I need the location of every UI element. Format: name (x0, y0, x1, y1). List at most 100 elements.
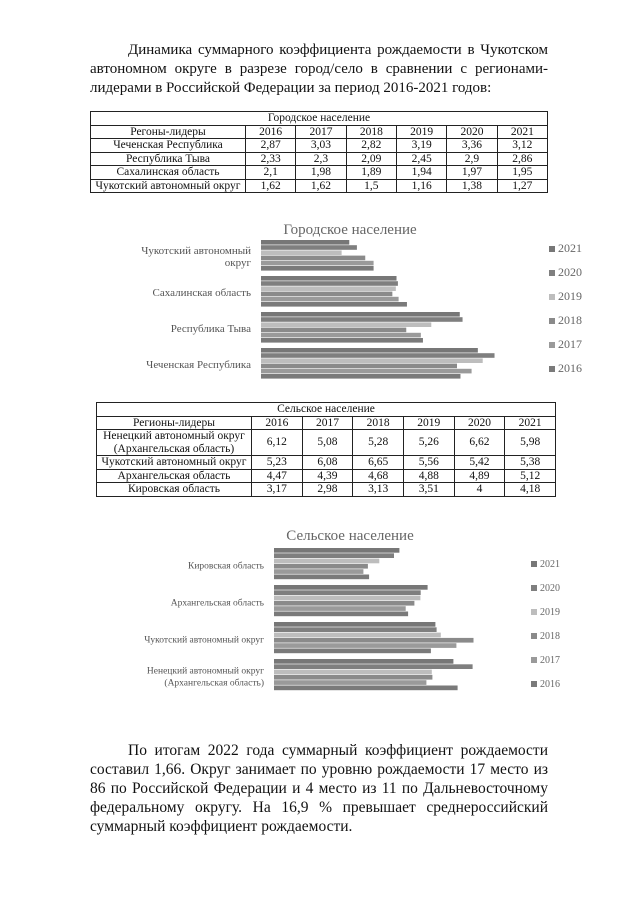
category-label: Чеченская Республика (146, 359, 251, 371)
legend-swatch (531, 561, 537, 567)
legend-swatch (531, 681, 537, 687)
table-cell: 5,26 (402, 429, 455, 456)
table-cell: 6,08 (301, 455, 354, 470)
legend-entry: 2020 (558, 265, 582, 279)
bar-2020 (261, 353, 495, 358)
table-cell: Сахалинская область (90, 165, 246, 180)
bar-2018 (274, 600, 415, 606)
bar-2016 (274, 574, 370, 580)
table-cell: 4 (453, 482, 506, 497)
table-row: Республика Тыва 2,33 2,3 2,09 2,45 2,9 2,86 (90, 151, 549, 166)
legend-swatch (549, 294, 555, 300)
category-label: округ (225, 257, 252, 269)
table-cell: 1,89 (345, 165, 397, 180)
intro-paragraph: Динамика суммарного коэффициента рождаем… (90, 42, 548, 96)
table-cell: 3,17 (251, 482, 303, 497)
category-label: Чукотский автономный округ (144, 635, 264, 646)
bar-2017 (274, 680, 427, 685)
bar-2020 (261, 245, 357, 250)
column-header: 2021 (496, 124, 549, 139)
table-cell: 4,18 (504, 482, 556, 497)
legend-swatch (531, 657, 537, 663)
table-cell: 6,62 (453, 429, 506, 456)
table-cell: Чукотский автономный округ (96, 455, 252, 470)
bar-2019 (274, 632, 441, 638)
table-row: Сахалинская область 2,1 1,98 1,89 1,94 1,97 1,… (90, 165, 549, 180)
legend-swatch (531, 585, 537, 591)
chart-title: Городское население (283, 222, 417, 238)
table-caption: Городское население (90, 111, 548, 126)
category-label: Чукотский автономный (141, 245, 251, 257)
legend-entry: 2020 (540, 583, 560, 594)
bar-2017 (274, 606, 406, 611)
table-row: Чукотский автономный округ 1,62 1,62 1,5 1,1… (90, 178, 549, 193)
table-cell: 4,68 (352, 468, 404, 483)
bar-2016 (274, 685, 458, 691)
legend-entry: 2019 (540, 607, 560, 618)
table-cell: 2,87 (244, 138, 297, 153)
bar-2021 (261, 312, 460, 317)
bar-2021 (274, 585, 428, 590)
bar-2020 (274, 627, 437, 632)
table-cell: 5,42 (453, 455, 506, 470)
table-cell: Чеченская Республика (90, 138, 246, 153)
table-cell: 1,98 (295, 165, 347, 180)
category-label: Кировская область (188, 561, 265, 572)
column-header: 2016 (251, 415, 303, 430)
bar-2016 (261, 302, 407, 307)
bar-2020 (274, 590, 421, 595)
bar-2019 (261, 250, 342, 255)
column-header: 2021 (504, 415, 556, 430)
table-cell: 2,3 (295, 151, 347, 166)
bar-2018 (274, 674, 433, 680)
category-label: Ненецкий автономный округ (147, 666, 264, 677)
table-cell: Чукотский автономный округ (90, 178, 246, 193)
legend-entry: 2021 (558, 241, 582, 255)
table-cell: 1,94 (395, 165, 448, 180)
table-cell: 5,08 (301, 429, 354, 456)
bar-2021 (261, 348, 478, 353)
table-cell: 6,12 (251, 429, 303, 456)
table-cell: 1,27 (496, 178, 549, 193)
chart-title: Сельское население (286, 528, 414, 544)
bar-2017 (261, 368, 472, 374)
table-cell: 2,09 (345, 151, 397, 166)
legend-entry: 2017 (558, 337, 582, 351)
table-cell: 1,38 (446, 178, 498, 193)
column-header: 2018 (345, 124, 397, 139)
column-header: Регионы-лидеры (96, 415, 252, 430)
urban-table: Городское население Регоны-лидеры 2016 2017… (90, 111, 549, 193)
bar-2019 (261, 358, 483, 363)
table-cell: 1,62 (244, 178, 297, 193)
column-header: 2018 (352, 415, 404, 430)
bar-2017 (274, 569, 364, 574)
bar-2017 (261, 332, 421, 338)
category-label: Архангельская область (171, 598, 265, 609)
bar-2016 (261, 374, 461, 379)
bar-2018 (261, 291, 393, 297)
legend-swatch (531, 609, 537, 615)
table-cell: 3,12 (496, 138, 549, 153)
column-header: 2020 (453, 415, 506, 430)
table-cell: 2,9 (446, 151, 498, 166)
table-cell: 1,97 (446, 165, 498, 180)
table-cell: 1,5 (345, 178, 397, 193)
column-header: 2017 (295, 124, 347, 139)
table-cell: 5,56 (402, 455, 455, 470)
bar-2018 (261, 363, 457, 369)
column-header: 2020 (446, 124, 498, 139)
category-label: Республика Тыва (171, 323, 251, 335)
table-row: Чукотский автономный округ 5,23 6,08 6,65 5,… (96, 455, 556, 470)
legend-entry: 2017 (540, 655, 560, 666)
table-cell: 3,03 (295, 138, 347, 153)
bar-2021 (261, 240, 350, 245)
table-row: Ненецкий автономный округ (Архангельская… (96, 429, 556, 456)
bar-2017 (261, 296, 399, 302)
urban-chart: Городское население Чеченская Республика Р… (141, 222, 582, 379)
column-header: 2016 (244, 124, 297, 139)
table-row: Чеченская Республика 2,87 3,03 2,82 3,19 3,36… (90, 138, 549, 153)
legend-entry: 2016 (558, 361, 582, 375)
table-cell: 4,39 (301, 468, 354, 483)
rural-table: Сельское население Регионы-лидеры 2016 2017… (96, 402, 556, 497)
legend-entry: 2018 (558, 313, 582, 327)
